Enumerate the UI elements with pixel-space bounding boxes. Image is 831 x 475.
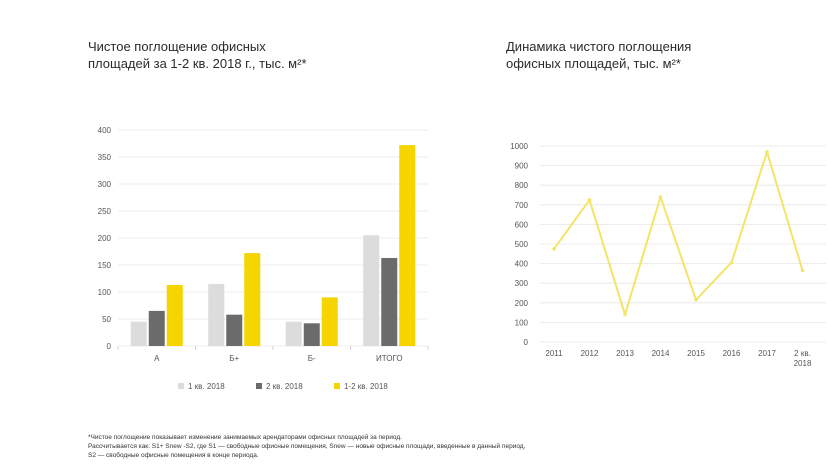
y-tick-label: 100 — [515, 318, 529, 327]
series-line — [553, 150, 804, 316]
y-tick-label: 400 — [98, 126, 112, 135]
y-tick-label: 0 — [524, 338, 529, 347]
y-tick-label: 0 — [107, 342, 112, 351]
bar — [208, 283, 225, 346]
x-tick-label: A — [154, 354, 160, 363]
y-tick-label: 900 — [515, 162, 529, 171]
y-tick-label: 600 — [515, 220, 529, 229]
y-tick-label: 200 — [515, 299, 529, 308]
bar-chart-title: Чистое поглощение офисных площадей за 1-… — [88, 39, 307, 71]
data-point — [800, 268, 805, 273]
data-point — [587, 198, 592, 202]
line-chart-title: Динамика чистого поглощения офисных площ… — [506, 39, 692, 71]
bar — [363, 235, 380, 346]
legend-swatch — [334, 383, 340, 389]
legend-swatch — [178, 383, 184, 389]
x-tick-label: Б+ — [229, 354, 239, 363]
bar — [244, 253, 261, 346]
data-point — [552, 247, 556, 251]
x-tick-label: 2012 — [581, 349, 599, 358]
x-tick-label: 2013 — [616, 349, 634, 358]
x-tick-label: 2017 — [758, 349, 776, 358]
y-tick-label: 800 — [515, 181, 529, 190]
x-tick-label: 2 кв. — [794, 349, 811, 358]
x-tick-label: 2014 — [652, 349, 670, 358]
bar — [321, 297, 338, 346]
y-tick-label: 700 — [515, 201, 529, 210]
bar — [148, 310, 165, 346]
legend-label: 1-2 кв. 2018 — [344, 382, 388, 391]
x-tick-label: Б- — [308, 354, 316, 363]
legend-label: 2 кв. 2018 — [266, 382, 303, 391]
bar — [166, 284, 183, 346]
data-point — [658, 195, 663, 199]
y-tick-label: 400 — [515, 260, 529, 269]
footnote-line-1: *Чистое поглощение показывает изменение … — [88, 434, 402, 441]
y-tick-label: 250 — [98, 207, 112, 216]
legend-label: 1 кв. 2018 — [188, 382, 225, 391]
footnote-line-2: Рассчитывается как: S1+ Snew -S2, где S1… — [88, 443, 526, 450]
y-tick-label: 500 — [515, 240, 529, 249]
data-point — [729, 260, 734, 265]
y-tick-label: 50 — [102, 315, 111, 324]
footnote-line-3: S2 — свободные офисные помещения в конце… — [88, 452, 259, 459]
x-tick-label: 2016 — [723, 349, 741, 358]
y-tick-label: 1000 — [510, 142, 528, 151]
bar-chart: 0 50 100 150 200 250 300 350 400 A Б+ Б- ИТОГО 1 кв. … — [98, 126, 429, 391]
x-tick-label: 2015 — [687, 349, 705, 358]
y-tick-label: 300 — [515, 279, 529, 288]
bar — [226, 314, 243, 346]
bar — [399, 145, 416, 346]
data-point — [765, 150, 769, 154]
y-tick-label: 150 — [98, 261, 112, 270]
bar — [381, 257, 398, 346]
data-point — [623, 312, 627, 317]
bar — [130, 321, 147, 346]
x-tick-label: 2018 — [794, 359, 812, 368]
x-tick-label: ИТОГО — [376, 354, 403, 363]
y-tick-label: 100 — [98, 288, 112, 297]
legend-swatch — [256, 383, 262, 389]
y-tick-label: 300 — [98, 180, 112, 189]
line-chart: 0 100 200 300 400 500 600 700 800 900 1000 2011 2012… — [510, 142, 826, 368]
y-tick-label: 350 — [98, 153, 112, 162]
x-tick-label: 2011 — [545, 349, 563, 358]
y-tick-label: 200 — [98, 234, 112, 243]
data-point — [694, 298, 698, 302]
bar — [303, 323, 320, 346]
bar — [285, 321, 302, 346]
